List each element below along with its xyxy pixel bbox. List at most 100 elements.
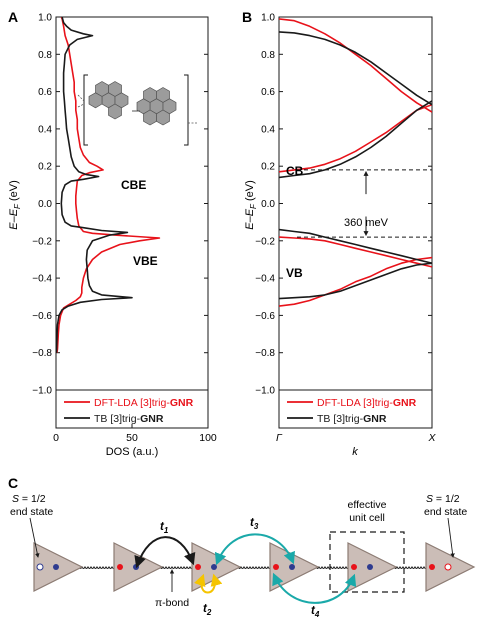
left-end-spin-label: S = 1/2 [12, 493, 46, 505]
triangle-unit [347, 542, 398, 592]
y-tick-label: 0.4 [38, 124, 52, 135]
annotation-vb: VB [286, 266, 303, 280]
left-end-pointer [29, 517, 40, 558]
triangle-unit [425, 542, 476, 592]
site-red [195, 564, 201, 570]
x-tick-label: 50 [126, 432, 138, 444]
y-tick-label: −0.4 [255, 274, 275, 285]
site-blue [211, 564, 217, 570]
panel-a: A 1.0 0.8 0.6 0.4 0.2 0.0 −0.2 −0.4 −0.6 −0.8 −1.0… [8, 9, 217, 458]
x-tick-label: X [427, 432, 436, 444]
band-dft-0 [279, 18, 432, 113]
y-tick-label: 0.8 [38, 50, 52, 61]
hopping-t4-label: t4 [311, 605, 320, 619]
y-tick-label: −0.4 [32, 274, 52, 285]
dos-curve-dft [56, 17, 161, 353]
molecule-inset [77, 74, 198, 146]
panel-a-y-label: E–EF (eV) [8, 180, 22, 230]
band-tb-5 [279, 100, 432, 179]
legend-a-dft-label: DFT-LDA [3]trig-GNR [94, 397, 194, 409]
y-tick-label: 1.0 [38, 13, 52, 24]
right-end-pointer [447, 517, 455, 558]
legend-b-tb-label: TB [3]trig-GNR [317, 413, 387, 425]
panel-label-a: A [8, 9, 18, 25]
y-tick-label: −0.8 [32, 348, 52, 359]
y-tick-label: 0.2 [38, 162, 52, 173]
hopping-t3-label: t3 [250, 517, 259, 531]
panel-b-x-label: k [352, 446, 358, 458]
hopping-t1-label: t1 [160, 521, 169, 535]
x-tick-label: 100 [199, 432, 217, 444]
panel-label-c: C [8, 475, 18, 491]
y-tick-label: −1.0 [32, 386, 52, 397]
site-blue [367, 564, 373, 570]
y-tick-label: 0.8 [261, 50, 275, 61]
triangle-unit [269, 542, 320, 592]
triangle-unit [191, 542, 242, 592]
x-tick-label: 0 [53, 432, 59, 444]
hopping-t1-arrow [134, 536, 196, 569]
y-tick-label: −0.6 [255, 311, 275, 322]
annotation-vbe: VBE [133, 254, 158, 268]
y-tick-label: 1.0 [261, 13, 275, 24]
band-tb-7 [279, 262, 432, 300]
y-tick-label: 0.0 [261, 199, 275, 210]
hopping-t3-arrow [214, 533, 295, 566]
site-red [351, 564, 357, 570]
end-state-site [444, 563, 452, 571]
inset-bracket-right [184, 74, 189, 146]
panel-b: B 1.0 0.8 0.6 0.4 0.2 0.0 −0.2 −0.4 −0.6 −0.8 −1.0… [242, 9, 436, 458]
right-end-state-label: end state [424, 506, 467, 518]
hopping-t2-label: t2 [203, 603, 212, 617]
panel-b-bands [279, 18, 432, 307]
band-tb-4 [279, 31, 432, 106]
panel-a-curves [56, 17, 161, 353]
inset-hexagon [108, 103, 122, 120]
panel-a-axes: 1.0 0.8 0.6 0.4 0.2 0.0 −0.2 −0.4 −0.6 −0.8 −1.0 0 5… [32, 13, 217, 445]
y-tick-label: 0.6 [38, 87, 52, 98]
right-end-spin-label: S = 1/2 [426, 493, 460, 505]
inset-dashed-bond-left [77, 94, 85, 102]
panel-b-gap-marker [297, 169, 432, 238]
left-end-state-label: end state [10, 506, 53, 518]
band-tb-6 [279, 228, 432, 264]
site-red [429, 564, 435, 570]
inset-hexagon [88, 92, 103, 109]
inset-dashed-bond-left-2 [77, 103, 85, 108]
y-tick-label: −0.6 [32, 311, 52, 322]
y-tick-label: −0.2 [32, 236, 52, 247]
y-tick-label: −0.2 [255, 236, 275, 247]
panel-a-x-label: DOS (a.u.) [106, 446, 159, 458]
band-dft-3 [279, 256, 432, 307]
legend-b-dft-label: DFT-LDA [3]trig-GNR [317, 397, 417, 409]
y-tick-label: −0.8 [255, 348, 275, 359]
y-tick-label: 0.4 [261, 124, 275, 135]
inset-bracket-left [83, 74, 88, 146]
y-tick-label: −1.0 [255, 386, 275, 397]
dos-curve-tb [56, 17, 133, 353]
y-tick-label: 0.6 [261, 87, 275, 98]
legend-a-tb-label: TB [3]trig-GNR [94, 413, 164, 425]
x-tick-label: Γ [276, 432, 283, 444]
band-dft-1 [279, 103, 432, 173]
end-state-site [36, 563, 44, 571]
pi-bond-label: π-bond [155, 597, 189, 609]
site-blue [289, 564, 295, 570]
site-red [117, 564, 123, 570]
band-dft-2 [279, 236, 432, 268]
triangle-unit [113, 542, 164, 592]
hopping-t2-arrow [194, 573, 223, 594]
annotation-cb: CB [286, 164, 304, 178]
y-tick-label: 0.2 [261, 162, 275, 173]
inset-hexagon [156, 109, 170, 126]
effective-unit-cell-label-2: unit cell [349, 512, 385, 524]
effective-unit-cell-box [329, 531, 405, 593]
annotation-cbe: CBE [121, 178, 146, 192]
annotation-gap: 360 meV [344, 217, 389, 229]
effective-unit-cell-label-1: effective [348, 499, 387, 511]
panel-c: C effective unit cell S = 1/2 end state … [8, 475, 476, 619]
panel-b-frame [278, 16, 433, 429]
site-red [273, 564, 279, 570]
triangle-unit [33, 542, 84, 592]
